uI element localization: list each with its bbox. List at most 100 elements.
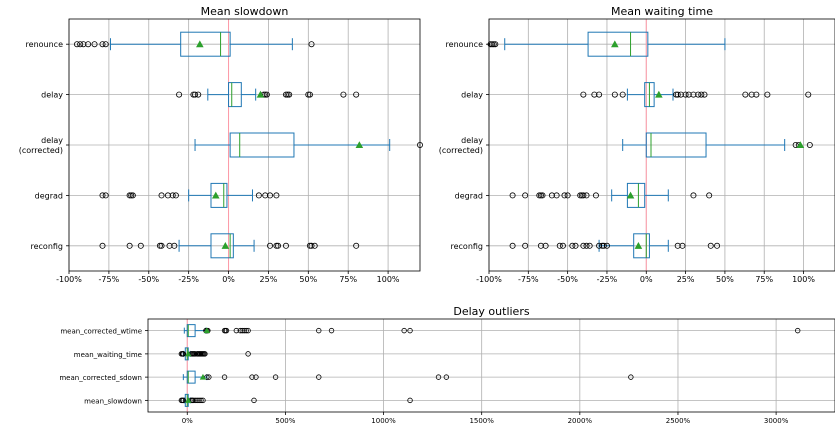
flier-point bbox=[221, 374, 228, 380]
axes-frame bbox=[147, 318, 835, 413]
box-iqr bbox=[633, 233, 650, 259]
flier-point bbox=[580, 242, 587, 249]
y-tick-label: (corrected) bbox=[19, 146, 63, 155]
flier-point bbox=[129, 192, 136, 199]
flier-point bbox=[237, 327, 243, 334]
flier-point bbox=[536, 192, 543, 199]
flier-point bbox=[223, 327, 230, 334]
flier-point bbox=[701, 91, 708, 98]
flier-point bbox=[306, 91, 313, 98]
flier-point bbox=[805, 91, 812, 98]
flier-point bbox=[251, 397, 257, 404]
y-tick-label: mean_corrected_wtime bbox=[60, 328, 142, 336]
chart-title: Delay outliers bbox=[453, 305, 529, 318]
flier-point bbox=[561, 192, 568, 199]
flier-point bbox=[80, 41, 87, 48]
y-tick-label: degrad bbox=[35, 191, 63, 200]
x-tick-label: 75% bbox=[339, 275, 357, 284]
chart-title: Mean waiting time bbox=[611, 5, 713, 18]
chart-panel-2: 0% 500% 1000% 1500% 2000% 2500% 3000% mean_corr… bbox=[59, 305, 835, 424]
box-iqr bbox=[229, 132, 295, 158]
box-iqr bbox=[186, 324, 196, 338]
mean-marker bbox=[256, 90, 265, 98]
chart-panel-1: -100% -75% -50% -25% 0% 25% 50% 75% 100% renounce… bbox=[439, 5, 835, 284]
flier-point bbox=[559, 242, 566, 249]
y-tick-label: delay bbox=[41, 136, 63, 145]
x-tick-label: -25% bbox=[178, 275, 199, 284]
flier-point bbox=[583, 242, 590, 249]
x-tick-label: 2500% bbox=[666, 417, 691, 424]
flier-point bbox=[628, 374, 634, 380]
flier-point bbox=[707, 242, 714, 249]
y-tick-label: reconfig bbox=[450, 242, 483, 251]
flier-point bbox=[102, 41, 109, 48]
x-tick-label: 0% bbox=[182, 417, 193, 424]
flier-point bbox=[316, 327, 322, 334]
flier-point bbox=[241, 327, 247, 334]
flier-point bbox=[239, 327, 245, 334]
flier-point bbox=[77, 41, 84, 48]
flier-point bbox=[85, 41, 92, 48]
flier-point bbox=[548, 192, 555, 199]
y-tick-label: delay bbox=[461, 91, 483, 100]
flier-point bbox=[748, 91, 755, 98]
box-iqr bbox=[180, 31, 231, 57]
flier-point bbox=[272, 374, 279, 380]
flier-point bbox=[263, 91, 270, 98]
flier-point bbox=[577, 192, 584, 199]
mean-marker bbox=[634, 242, 643, 249]
x-tick-label: 50% bbox=[716, 275, 734, 284]
flier-point bbox=[591, 91, 598, 98]
flier-point bbox=[753, 91, 760, 98]
y-tick-label: reconfig bbox=[30, 242, 63, 251]
flier-point bbox=[596, 242, 603, 249]
box-iqr bbox=[587, 31, 649, 57]
flier-point bbox=[275, 242, 282, 249]
x-tick-label: 1000% bbox=[371, 417, 396, 424]
flier-point bbox=[679, 242, 686, 249]
flier-point bbox=[677, 91, 684, 98]
flier-point bbox=[273, 192, 280, 199]
flier-point bbox=[674, 242, 681, 249]
flier-point bbox=[492, 41, 499, 48]
flier-point bbox=[126, 242, 133, 249]
flier-point bbox=[128, 192, 135, 199]
flier-point bbox=[305, 91, 312, 98]
flier-point bbox=[537, 192, 544, 199]
x-tick-label: 100% bbox=[792, 275, 815, 284]
flier-point bbox=[537, 242, 544, 249]
x-tick-label: -50% bbox=[557, 275, 578, 284]
x-tick-label: 25% bbox=[260, 275, 278, 284]
flier-point bbox=[171, 242, 178, 249]
flier-point bbox=[253, 374, 259, 380]
mean-marker bbox=[211, 191, 220, 199]
flier-point bbox=[407, 397, 413, 404]
flier-point bbox=[742, 91, 749, 98]
flier-point bbox=[328, 327, 335, 334]
flier-point bbox=[195, 91, 202, 98]
flier-point bbox=[443, 374, 450, 380]
mean-marker bbox=[203, 327, 211, 334]
x-tick-label: 3000% bbox=[764, 417, 789, 424]
flier-point bbox=[564, 192, 571, 199]
flier-point bbox=[583, 192, 590, 199]
flier-point bbox=[435, 374, 442, 380]
box-4 bbox=[509, 233, 721, 259]
x-tick-label: -75% bbox=[99, 275, 120, 284]
box-3 bbox=[509, 182, 713, 208]
flier-point bbox=[556, 242, 563, 249]
flier-point bbox=[180, 351, 187, 357]
flier-point bbox=[282, 91, 289, 98]
flier-point bbox=[194, 397, 200, 404]
flier-point bbox=[795, 327, 801, 334]
flier-point bbox=[99, 41, 106, 48]
flier-point bbox=[73, 41, 80, 48]
flier-point bbox=[166, 242, 173, 249]
flier-point bbox=[542, 242, 549, 249]
flier-point bbox=[158, 192, 165, 199]
flier-point bbox=[611, 91, 618, 98]
box-iqr bbox=[228, 82, 242, 108]
y-tick-label: delay bbox=[461, 136, 483, 145]
x-tick-label: -50% bbox=[138, 275, 159, 284]
flier-point bbox=[137, 242, 144, 249]
